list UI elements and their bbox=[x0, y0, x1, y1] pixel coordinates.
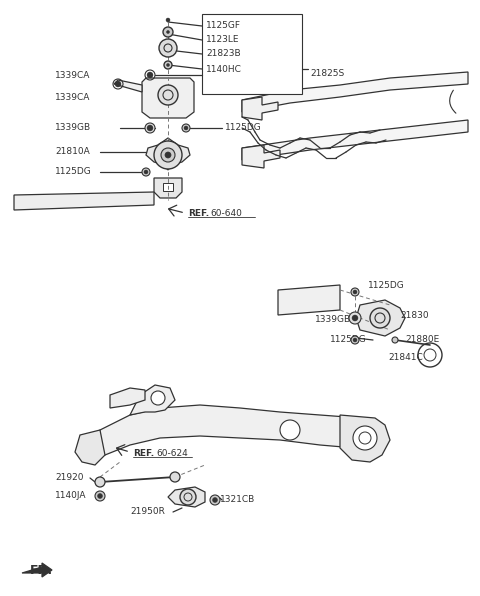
Polygon shape bbox=[95, 405, 375, 455]
Circle shape bbox=[115, 81, 121, 87]
Text: 21823B: 21823B bbox=[206, 49, 240, 58]
Circle shape bbox=[161, 148, 175, 162]
Circle shape bbox=[351, 336, 359, 344]
Polygon shape bbox=[22, 563, 52, 577]
Text: FR.: FR. bbox=[30, 563, 53, 576]
Circle shape bbox=[159, 39, 177, 57]
Circle shape bbox=[166, 18, 170, 22]
Bar bbox=[163, 183, 173, 191]
Circle shape bbox=[167, 64, 169, 67]
Polygon shape bbox=[75, 430, 105, 465]
Circle shape bbox=[97, 493, 103, 498]
Circle shape bbox=[95, 491, 105, 501]
Circle shape bbox=[158, 85, 178, 105]
Bar bbox=[202, 14, 302, 94]
Text: REF.: REF. bbox=[133, 449, 154, 458]
Polygon shape bbox=[278, 285, 340, 315]
Circle shape bbox=[145, 123, 155, 133]
Polygon shape bbox=[242, 120, 468, 160]
Polygon shape bbox=[114, 80, 142, 92]
Text: REF.: REF. bbox=[188, 209, 209, 218]
Text: 1125DG: 1125DG bbox=[225, 123, 262, 132]
Text: 1140JA: 1140JA bbox=[55, 492, 86, 501]
Circle shape bbox=[180, 489, 196, 505]
Circle shape bbox=[154, 141, 182, 169]
Text: 1125DG: 1125DG bbox=[368, 281, 405, 290]
Polygon shape bbox=[340, 415, 390, 462]
Polygon shape bbox=[154, 178, 182, 198]
Circle shape bbox=[165, 152, 171, 158]
Text: 1140HC: 1140HC bbox=[206, 64, 242, 73]
Circle shape bbox=[147, 72, 153, 78]
Polygon shape bbox=[130, 385, 175, 415]
Text: 1339GB: 1339GB bbox=[55, 123, 91, 132]
Circle shape bbox=[151, 391, 165, 405]
Circle shape bbox=[170, 472, 180, 482]
Text: 1125DG: 1125DG bbox=[55, 167, 92, 176]
Text: 1123LE: 1123LE bbox=[206, 36, 240, 45]
Circle shape bbox=[184, 126, 188, 130]
Polygon shape bbox=[146, 138, 190, 170]
Polygon shape bbox=[356, 300, 405, 336]
Text: 21825S: 21825S bbox=[310, 70, 344, 79]
Polygon shape bbox=[168, 487, 205, 507]
Circle shape bbox=[351, 288, 359, 296]
Text: 1125GF: 1125GF bbox=[206, 21, 241, 30]
Circle shape bbox=[182, 124, 190, 132]
Circle shape bbox=[370, 308, 390, 328]
Text: 60-640: 60-640 bbox=[210, 209, 242, 218]
Polygon shape bbox=[242, 145, 280, 168]
Text: 21810A: 21810A bbox=[55, 147, 90, 157]
Text: 1321CB: 1321CB bbox=[220, 495, 255, 504]
Circle shape bbox=[349, 312, 361, 324]
Circle shape bbox=[392, 337, 398, 343]
Circle shape bbox=[353, 338, 357, 342]
Circle shape bbox=[142, 168, 150, 176]
Text: 1125DG: 1125DG bbox=[330, 336, 367, 344]
Circle shape bbox=[167, 30, 169, 33]
Polygon shape bbox=[110, 388, 145, 408]
Text: 1339CA: 1339CA bbox=[55, 94, 90, 103]
Polygon shape bbox=[242, 97, 278, 120]
Polygon shape bbox=[14, 192, 154, 210]
Circle shape bbox=[213, 498, 217, 502]
Circle shape bbox=[95, 477, 105, 487]
Circle shape bbox=[147, 125, 153, 131]
Circle shape bbox=[280, 420, 300, 440]
Text: 21841C: 21841C bbox=[388, 353, 423, 362]
Text: 60-624: 60-624 bbox=[156, 449, 188, 458]
Text: 1339CA: 1339CA bbox=[55, 70, 90, 79]
Circle shape bbox=[353, 426, 377, 450]
Text: 21920: 21920 bbox=[55, 473, 84, 483]
Text: 21950R: 21950R bbox=[130, 508, 165, 517]
Circle shape bbox=[210, 495, 220, 505]
Text: 1339GB: 1339GB bbox=[315, 315, 351, 324]
Polygon shape bbox=[242, 72, 468, 112]
Text: 21830: 21830 bbox=[400, 311, 429, 319]
Circle shape bbox=[353, 290, 357, 294]
Circle shape bbox=[144, 170, 148, 174]
Polygon shape bbox=[142, 78, 194, 118]
Circle shape bbox=[163, 27, 173, 37]
Text: 21880E: 21880E bbox=[405, 336, 439, 344]
Circle shape bbox=[164, 61, 172, 69]
Circle shape bbox=[352, 315, 358, 321]
